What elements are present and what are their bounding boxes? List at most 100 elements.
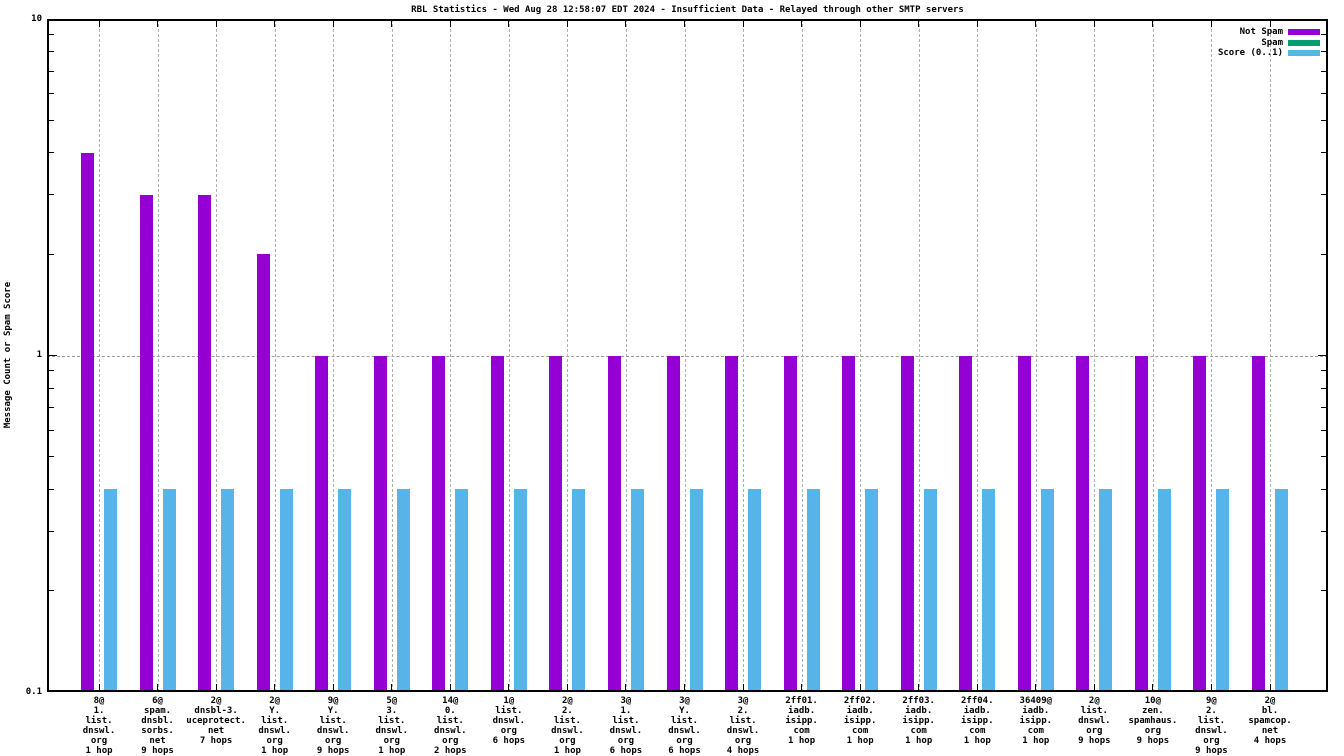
y-minor-tick-right (1321, 253, 1326, 255)
x-tick-bottom (566, 684, 568, 690)
legend-swatch-spam (1288, 39, 1320, 46)
x-tick-bottom (274, 684, 276, 690)
x-tick-top (918, 21, 920, 27)
grid-vline (1035, 19, 1037, 692)
x-tick-bottom (332, 684, 334, 690)
x-tick-label: 2@ list. dnswl. org 9 hops (1078, 696, 1111, 746)
x-tick-label: 36409@ iadb. isipp. com 1 hop (1019, 696, 1053, 746)
bar-not-spam (842, 355, 856, 690)
y-minor-tick-right (1321, 194, 1326, 196)
y-minor-tick-left (49, 119, 54, 121)
bar-score-0-1- (806, 489, 820, 690)
bar-not-spam (139, 194, 153, 690)
y-minor-tick-right (1321, 51, 1326, 53)
x-tick-label: 2@ 2. list. dnswl. org 1 hop (551, 696, 584, 756)
y-minor-tick-left (49, 429, 54, 431)
y-tick-label-0.1: 0.1 (25, 687, 42, 697)
x-tick-label: 2@ Y. list. dnswl. org 1 hop (258, 696, 291, 756)
grid-vline (508, 19, 510, 692)
x-tick-top (976, 21, 978, 27)
bar-score-0-1- (748, 489, 762, 690)
x-tick-label: 2ff01. iadb. isipp. com 1 hop (785, 696, 818, 746)
x-tick-label: 2ff02. iadb. isipp. com 1 hop (843, 696, 877, 746)
grid-vline (333, 19, 335, 692)
grid-hline-1 (47, 355, 1328, 357)
x-tick-bottom (1152, 684, 1154, 690)
x-tick-top (215, 21, 217, 27)
bar-not-spam (490, 355, 504, 690)
x-tick-bottom (976, 684, 978, 690)
x-tick-top (1035, 21, 1037, 27)
y-minor-tick-left (49, 387, 54, 389)
legend-label-score: Score (0..1) (1217, 48, 1283, 59)
y-minor-tick-right (1321, 456, 1326, 458)
x-tick-top (742, 21, 744, 27)
y-tick-label-10: 10 (31, 14, 42, 24)
bar-score-0-1- (279, 489, 293, 690)
x-tick-top (157, 21, 159, 27)
x-tick-top (801, 21, 803, 27)
bar-score-0-1- (338, 489, 352, 690)
chart-title: RBL Statistics - Wed Aug 28 12:58:07 EDT… (411, 5, 964, 15)
grid-vline (450, 19, 452, 692)
x-tick-bottom (801, 684, 803, 690)
bar-score-0-1- (1157, 489, 1171, 690)
x-tick-label: 8@ 1. list. dnswl. org 1 hop (82, 696, 116, 756)
x-tick-bottom (1269, 684, 1271, 690)
legend-swatch-not-spam (1288, 29, 1320, 36)
x-tick-bottom (1093, 684, 1095, 690)
grid-vline (1152, 19, 1154, 692)
x-tick-bottom (918, 684, 920, 690)
grid-vline (625, 19, 627, 692)
bar-score-0-1- (1040, 489, 1054, 690)
x-tick-bottom (625, 684, 627, 690)
x-tick-bottom (508, 684, 510, 690)
y-minor-tick-right (1321, 407, 1326, 409)
x-tick-bottom (215, 684, 217, 690)
legend-entry-not-spam: Not Spam (1218, 27, 1320, 38)
bar-not-spam (725, 355, 739, 690)
bar-not-spam (666, 355, 680, 690)
y-minor-tick-right (1321, 488, 1326, 490)
bar-score-0-1- (865, 489, 879, 690)
bar-not-spam (1193, 355, 1207, 690)
y-minor-tick-right (1321, 152, 1326, 154)
x-tick-label: 3@ Y. list. dnswl. org 6 hops (668, 696, 701, 756)
x-tick-label: 10@ zen. spamhaus. org 9 hops (1128, 696, 1178, 746)
bar-not-spam (373, 355, 387, 690)
x-tick-top (391, 21, 393, 27)
grid-vline (1270, 19, 1271, 692)
bar-not-spam (959, 355, 973, 690)
x-tick-label: 9@ Y. list. dnswl. org 9 hops (316, 696, 350, 756)
x-tick-label: 1@ list. dnswl. org 6 hops (492, 696, 526, 746)
bar-score-0-1- (982, 489, 996, 690)
x-tick-bottom (1035, 684, 1037, 690)
grid-vline (216, 19, 218, 692)
y-minor-tick-left (49, 51, 54, 53)
bar-not-spam (1252, 355, 1265, 690)
y-minor-tick-right (1321, 387, 1326, 389)
grid-vline (801, 19, 803, 692)
bar-not-spam (1076, 355, 1090, 690)
x-tick-top (625, 21, 627, 27)
bar-score-0-1- (513, 489, 527, 690)
x-tick-top (1269, 21, 1271, 27)
y-minor-tick-left (49, 407, 54, 409)
bar-score-0-1- (630, 489, 644, 690)
x-tick-label: 9@ 2. list. dnswl. org 9 hops (1195, 696, 1228, 756)
bar-score-0-1- (923, 489, 937, 690)
y-minor-tick-left (49, 70, 54, 72)
grid-vline (99, 19, 100, 692)
x-tick-bottom (859, 684, 861, 690)
bar-score-0-1- (1099, 489, 1113, 690)
y-minor-tick-right (1321, 370, 1326, 372)
bar-not-spam (256, 254, 270, 690)
x-tick-bottom (391, 684, 393, 690)
x-tick-top (508, 21, 510, 27)
x-tick-top (274, 21, 276, 27)
x-tick-label: 2ff04. iadb. isipp. com 1 hop (960, 696, 994, 746)
x-tick-label: 5@ 3. list. dnswl. org 1 hop (375, 696, 408, 756)
x-tick-top (449, 21, 451, 27)
grid-vline (977, 19, 979, 692)
